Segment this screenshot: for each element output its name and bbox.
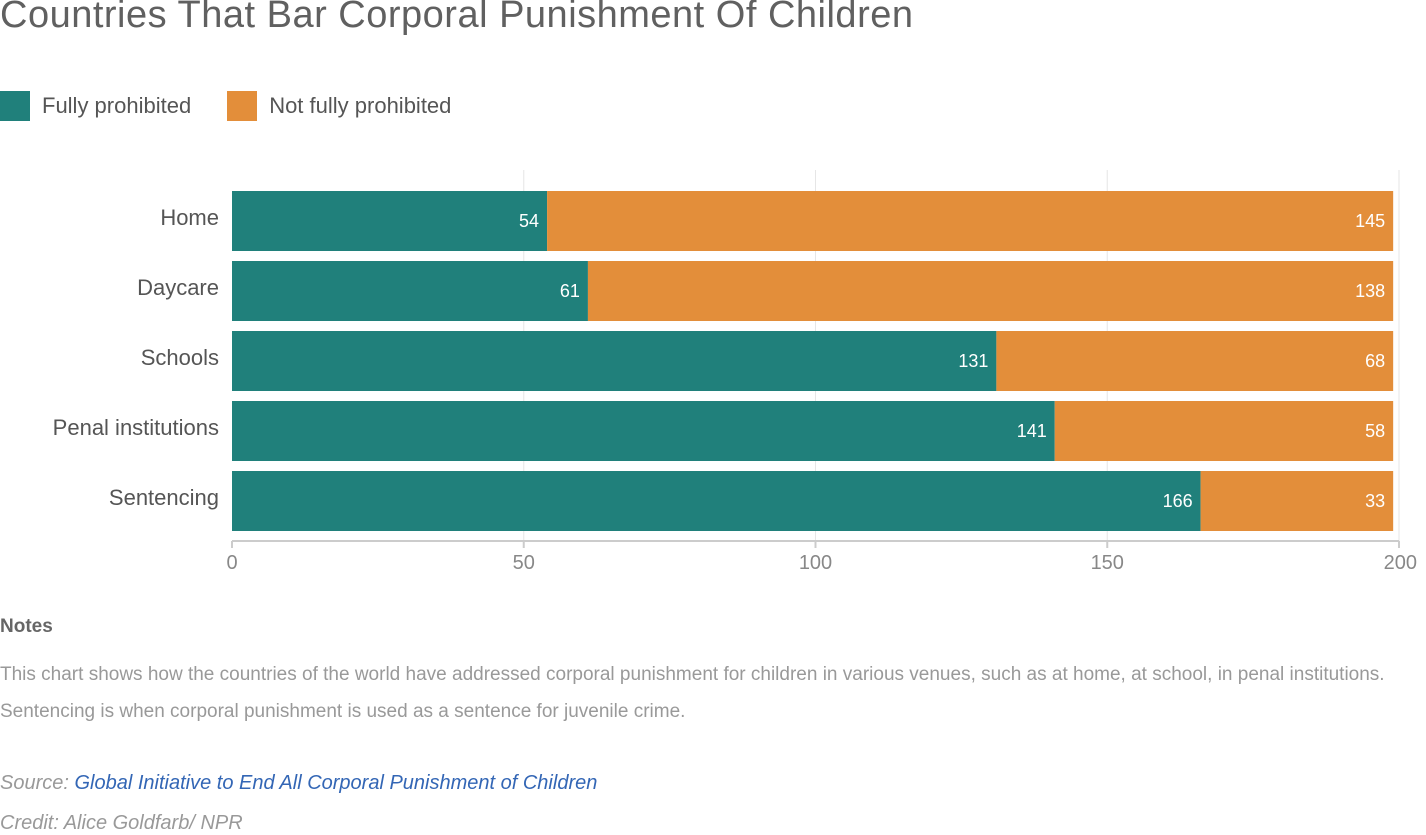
- bar-value-label: 141: [1017, 421, 1047, 441]
- x-tick-label: 50: [513, 552, 535, 574]
- source-link[interactable]: Global Initiative to End All Corporal Pu…: [74, 772, 598, 794]
- x-tick-label: 150: [1091, 552, 1124, 574]
- bar-not-fully-home: [547, 191, 1394, 251]
- credit-line: Credit: Alice Goldfarb/ NPR: [0, 812, 243, 834]
- category-label: Schools: [141, 345, 219, 370]
- stacked-bar-chart: 54 145 Home 61 138 Daycare 131 68 Schools 141 58 Pe…: [53, 170, 1417, 574]
- bar-fully-daycare: [232, 261, 588, 321]
- bar-value-label: 61: [560, 281, 580, 301]
- bar-fully-home: [232, 191, 548, 251]
- bar-fully-penal-institutions: [232, 401, 1055, 461]
- bar-value-label: 131: [958, 351, 988, 371]
- chart-legend: Fully prohibited Not fully prohibited: [0, 91, 487, 121]
- legend-label-not-fully-prohibited: Not fully prohibited: [269, 93, 452, 118]
- bar-not-fully-penal-institutions: [1054, 401, 1394, 461]
- bar-value-label: 166: [1163, 491, 1193, 511]
- bar-fully-sentencing: [232, 471, 1201, 531]
- bar-not-fully-sentencing: [1200, 471, 1394, 531]
- source-line: Source: Global Initiative to End All Cor…: [0, 772, 597, 795]
- bar-value-label: 68: [1365, 351, 1385, 371]
- notes-heading: Notes: [0, 616, 53, 637]
- x-tick-label: 0: [226, 552, 237, 574]
- x-tick-label: 200: [1384, 552, 1417, 574]
- legend-swatch-fully-prohibited: [0, 91, 30, 121]
- legend-item-not-fully-prohibited: Not fully prohibited: [227, 91, 451, 121]
- x-tick-label: 100: [799, 552, 832, 574]
- bar-value-label: 145: [1355, 211, 1385, 231]
- legend-item-fully-prohibited: Fully prohibited: [0, 91, 191, 121]
- bar-fully-schools: [232, 331, 997, 391]
- category-label: Home: [160, 205, 219, 230]
- legend-label-fully-prohibited: Fully prohibited: [42, 93, 192, 118]
- category-label: Daycare: [137, 275, 219, 300]
- category-label: Penal institutions: [53, 415, 219, 440]
- chart-title: Countries That Bar Corporal Punishment O…: [0, 0, 914, 36]
- bar-value-label: 58: [1365, 421, 1385, 441]
- bar-value-label: 138: [1355, 281, 1385, 301]
- notes-text: This chart shows how the countries of th…: [0, 664, 1385, 722]
- source-label: Source:: [0, 772, 75, 794]
- legend-swatch-not-fully-prohibited: [227, 91, 258, 121]
- category-label: Sentencing: [109, 485, 219, 510]
- bar-not-fully-schools: [996, 331, 1394, 391]
- bar-value-label: 33: [1365, 491, 1385, 511]
- bar-not-fully-daycare: [587, 261, 1394, 321]
- bar-value-label: 54: [519, 211, 539, 231]
